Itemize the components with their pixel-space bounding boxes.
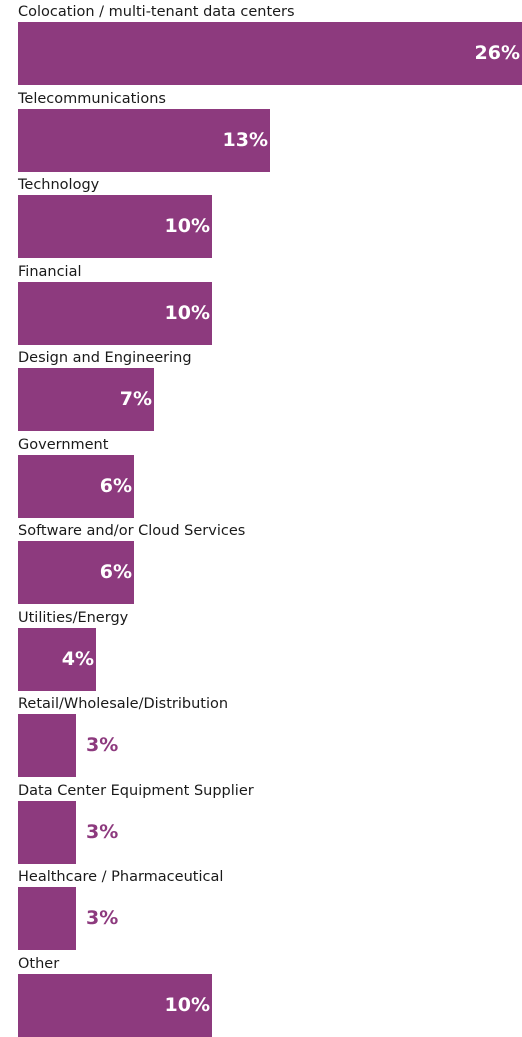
bar-row: Financial 10% xyxy=(0,257,522,345)
bar-row: Telecommunications 13% xyxy=(0,84,522,172)
bar-row: Data Center Equipment Supplier 3% xyxy=(0,776,522,864)
category-label: Utilities/Energy xyxy=(18,609,129,626)
bar-row: Colocation / multi-tenant data centers 26… xyxy=(0,0,522,85)
data-label: 6% xyxy=(99,561,132,583)
data-label: 10% xyxy=(164,993,210,1016)
category-label: Government xyxy=(18,436,109,453)
category-label: Software and/or Cloud Services xyxy=(18,523,246,539)
bar-row: Other 10% xyxy=(0,949,522,1037)
category-label: Financial xyxy=(18,263,82,280)
bar-row: Utilities/Energy 4% xyxy=(0,603,522,691)
bar-row: Software and/or Cloud Services 6% xyxy=(0,516,522,604)
bar xyxy=(18,368,154,431)
bar xyxy=(18,800,76,864)
bar-row: Government 6% xyxy=(0,430,522,518)
bar xyxy=(18,541,134,604)
category-label: Healthcare / Pharmaceutical xyxy=(18,869,224,885)
data-label: 26% xyxy=(474,42,520,64)
bar xyxy=(18,195,212,258)
bar xyxy=(18,887,76,950)
bar xyxy=(18,973,212,1037)
bar xyxy=(18,454,134,518)
category-label: Other xyxy=(18,955,60,972)
category-label: Telecommunications xyxy=(18,90,166,107)
bar-row: Retail/Wholesale/Distribution 3% xyxy=(0,689,522,777)
data-label: 10% xyxy=(164,215,210,237)
bar xyxy=(18,281,212,345)
category-label: Retail/Wholesale/Distribution xyxy=(18,696,229,712)
bar-row: Design and Engineering 7% xyxy=(0,343,522,431)
data-label: 4% xyxy=(61,647,94,670)
data-label: 7% xyxy=(119,388,152,410)
data-label: 3% xyxy=(86,734,119,756)
category-label: Design and Engineering xyxy=(18,350,192,366)
data-label: 13% xyxy=(222,128,268,151)
bar xyxy=(18,714,76,777)
data-label: 3% xyxy=(86,907,119,929)
data-label: 10% xyxy=(164,301,210,324)
data-label: 6% xyxy=(99,474,132,497)
bar-row: Healthcare / Pharmaceutical 3% xyxy=(0,862,522,950)
bar xyxy=(18,22,522,85)
category-label: Data Center Equipment Supplier xyxy=(18,782,254,799)
data-label: 3% xyxy=(86,820,119,843)
category-label: Colocation / multi-tenant data centers xyxy=(18,4,295,20)
category-label: Technology xyxy=(18,177,100,193)
bar xyxy=(18,627,96,691)
bar-row: Technology 10% xyxy=(0,170,522,258)
bar xyxy=(18,108,270,172)
